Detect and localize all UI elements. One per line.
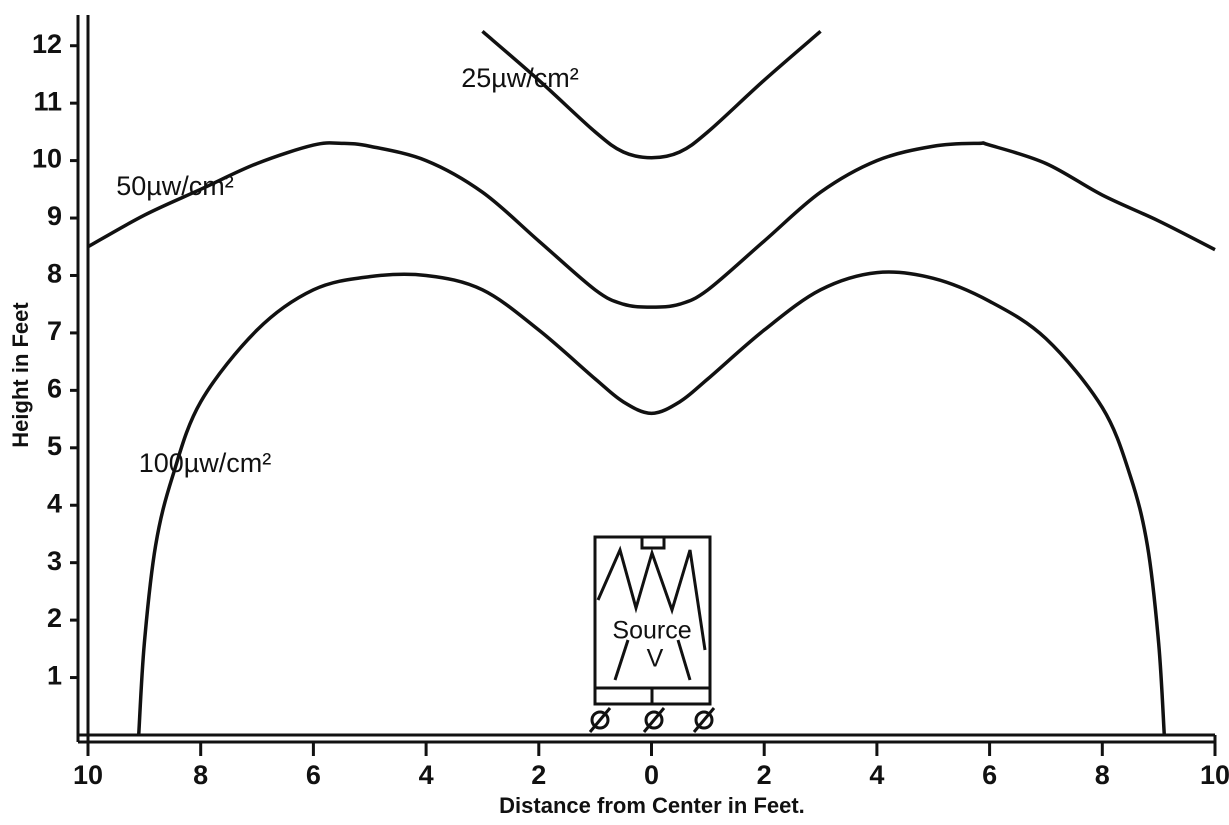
y-tick-label: 1: [47, 661, 62, 691]
series-label: 25µw/cm²: [461, 63, 579, 93]
chart: Source V Distance from Center in Feet. H…: [0, 0, 1229, 825]
x-tick-label: 8: [1095, 760, 1110, 790]
y-tick-label: 4: [47, 488, 62, 518]
x-tick-label: 2: [531, 760, 546, 790]
x-tick-label: 2: [757, 760, 772, 790]
y-tick-label: 10: [32, 144, 62, 174]
x-tick-label: 0: [644, 760, 659, 790]
x-tick-label: 10: [73, 760, 103, 790]
y-axis-label: Height in Feet: [8, 302, 33, 448]
series-label: 100µw/cm²: [139, 448, 272, 478]
y-tick-label: 6: [47, 373, 62, 403]
series-label: 50µw/cm²: [116, 171, 234, 201]
y-tick-label: 12: [32, 29, 62, 59]
annotation: Source: [612, 617, 691, 645]
y-tick-label: 7: [47, 316, 62, 346]
annotation: V: [647, 645, 664, 673]
y-tick-label: 11: [33, 86, 62, 116]
y-tick-label: 5: [47, 431, 62, 461]
y-tick-label: 8: [47, 259, 62, 289]
page: Source V Distance from Center in Feet. H…: [0, 0, 1229, 825]
x-tick-label: 4: [869, 760, 884, 790]
x-tick-label: 8: [193, 760, 208, 790]
x-tick-label: 6: [982, 760, 997, 790]
x-axis-label: Distance from Center in Feet.: [499, 793, 805, 818]
x-tick-label: 4: [419, 760, 434, 790]
y-tick-label: 9: [47, 201, 62, 231]
y-tick-label: 3: [47, 546, 62, 576]
contour-line: [482, 31, 820, 157]
x-tick-label: 6: [306, 760, 321, 790]
y-tick-label: 2: [47, 603, 62, 633]
x-tick-label: 10: [1200, 760, 1229, 790]
contour-line: [88, 143, 1215, 307]
